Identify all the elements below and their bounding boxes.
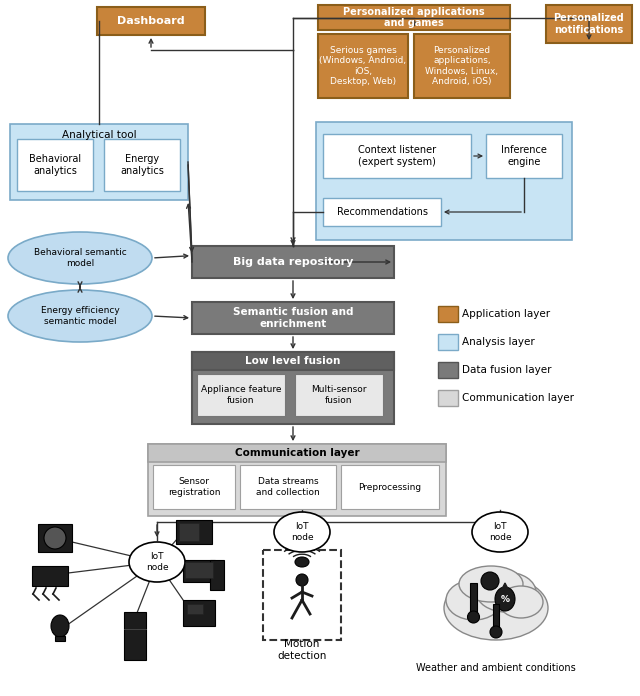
Text: Inference
engine: Inference engine (501, 145, 547, 167)
FancyBboxPatch shape (438, 362, 458, 378)
Ellipse shape (444, 576, 548, 640)
Text: Personalized
applications,
Windows, Linux,
Android, iOS): Personalized applications, Windows, Linu… (426, 46, 499, 86)
FancyBboxPatch shape (17, 139, 93, 191)
FancyBboxPatch shape (192, 246, 394, 278)
FancyBboxPatch shape (183, 560, 215, 582)
FancyBboxPatch shape (210, 560, 224, 590)
Ellipse shape (499, 586, 543, 618)
FancyBboxPatch shape (316, 122, 572, 240)
FancyBboxPatch shape (240, 465, 336, 509)
FancyBboxPatch shape (192, 302, 394, 334)
Text: Sensor
registration: Sensor registration (168, 477, 220, 497)
Ellipse shape (129, 542, 185, 582)
Text: Personalized
notifications: Personalized notifications (554, 13, 625, 35)
Ellipse shape (476, 572, 536, 612)
FancyBboxPatch shape (546, 5, 632, 43)
Ellipse shape (44, 527, 66, 549)
FancyBboxPatch shape (192, 352, 394, 370)
Ellipse shape (467, 611, 479, 623)
FancyBboxPatch shape (10, 124, 188, 200)
FancyBboxPatch shape (55, 636, 65, 641)
FancyBboxPatch shape (192, 352, 394, 424)
Text: Communication layer: Communication layer (462, 393, 574, 403)
FancyBboxPatch shape (97, 7, 205, 35)
FancyBboxPatch shape (32, 566, 68, 586)
FancyBboxPatch shape (486, 134, 562, 178)
FancyBboxPatch shape (438, 306, 458, 322)
Text: Behavioral
analytics: Behavioral analytics (29, 155, 81, 176)
Text: Low level fusion: Low level fusion (245, 356, 340, 366)
Text: Data fusion layer: Data fusion layer (462, 365, 552, 375)
FancyBboxPatch shape (323, 198, 441, 226)
FancyBboxPatch shape (124, 612, 146, 660)
FancyBboxPatch shape (323, 134, 471, 178)
FancyBboxPatch shape (341, 465, 439, 509)
Ellipse shape (295, 557, 309, 567)
FancyBboxPatch shape (438, 334, 458, 350)
Ellipse shape (490, 626, 502, 638)
Text: Analytical tool: Analytical tool (61, 130, 136, 140)
Ellipse shape (274, 512, 330, 552)
Polygon shape (498, 583, 512, 597)
Text: Communication layer: Communication layer (235, 448, 359, 458)
Text: Dashboard: Dashboard (117, 16, 185, 26)
Text: Weather and ambient conditions: Weather and ambient conditions (416, 663, 576, 673)
FancyBboxPatch shape (438, 390, 458, 406)
Text: Context listener
(expert system): Context listener (expert system) (358, 145, 436, 167)
FancyBboxPatch shape (104, 139, 180, 191)
Text: Preprocessing: Preprocessing (358, 482, 422, 491)
Text: IoT
node: IoT node (146, 553, 168, 571)
FancyBboxPatch shape (148, 444, 446, 462)
Text: Serious games
(Windows, Android,
iOS,
Desktop, Web): Serious games (Windows, Android, iOS, De… (319, 46, 406, 86)
Text: Application layer: Application layer (462, 309, 550, 319)
FancyBboxPatch shape (185, 562, 213, 578)
FancyBboxPatch shape (318, 5, 510, 30)
Text: IoT
node: IoT node (291, 522, 314, 541)
Text: Behavioral semantic
model: Behavioral semantic model (34, 248, 126, 268)
Ellipse shape (459, 566, 523, 602)
Text: Motion
detection: Motion detection (277, 639, 326, 661)
Text: Appliance feature
fusion: Appliance feature fusion (201, 386, 281, 404)
FancyBboxPatch shape (197, 374, 285, 416)
Ellipse shape (8, 290, 152, 342)
Text: Data streams
and collection: Data streams and collection (256, 477, 320, 497)
Text: Multi-sensor
fusion: Multi-sensor fusion (311, 386, 367, 404)
FancyBboxPatch shape (493, 604, 499, 628)
Ellipse shape (481, 572, 499, 590)
Ellipse shape (51, 615, 69, 637)
FancyBboxPatch shape (187, 604, 203, 614)
Text: IoT
node: IoT node (489, 522, 511, 541)
Text: Energy
analytics: Energy analytics (120, 155, 164, 176)
FancyBboxPatch shape (295, 374, 383, 416)
Text: Analysis layer: Analysis layer (462, 337, 535, 347)
FancyBboxPatch shape (153, 465, 235, 509)
FancyBboxPatch shape (183, 600, 215, 626)
FancyBboxPatch shape (176, 520, 212, 544)
Text: Personalized applications
and games: Personalized applications and games (343, 7, 485, 29)
Text: Recommendations: Recommendations (337, 207, 428, 217)
FancyBboxPatch shape (414, 34, 510, 98)
Text: Big data repository: Big data repository (233, 257, 353, 267)
Ellipse shape (296, 574, 308, 586)
FancyBboxPatch shape (148, 444, 446, 516)
FancyBboxPatch shape (38, 524, 72, 552)
Text: %: % (500, 596, 509, 605)
Text: Semantic fusion and
enrichment: Semantic fusion and enrichment (233, 307, 353, 329)
Ellipse shape (8, 232, 152, 284)
FancyBboxPatch shape (470, 583, 477, 613)
Text: Energy efficiency
semantic model: Energy efficiency semantic model (40, 306, 120, 326)
FancyBboxPatch shape (318, 34, 408, 98)
Ellipse shape (495, 587, 515, 611)
FancyBboxPatch shape (179, 523, 199, 541)
Bar (263, 550, 341, 640)
Ellipse shape (446, 580, 502, 620)
Ellipse shape (472, 512, 528, 552)
